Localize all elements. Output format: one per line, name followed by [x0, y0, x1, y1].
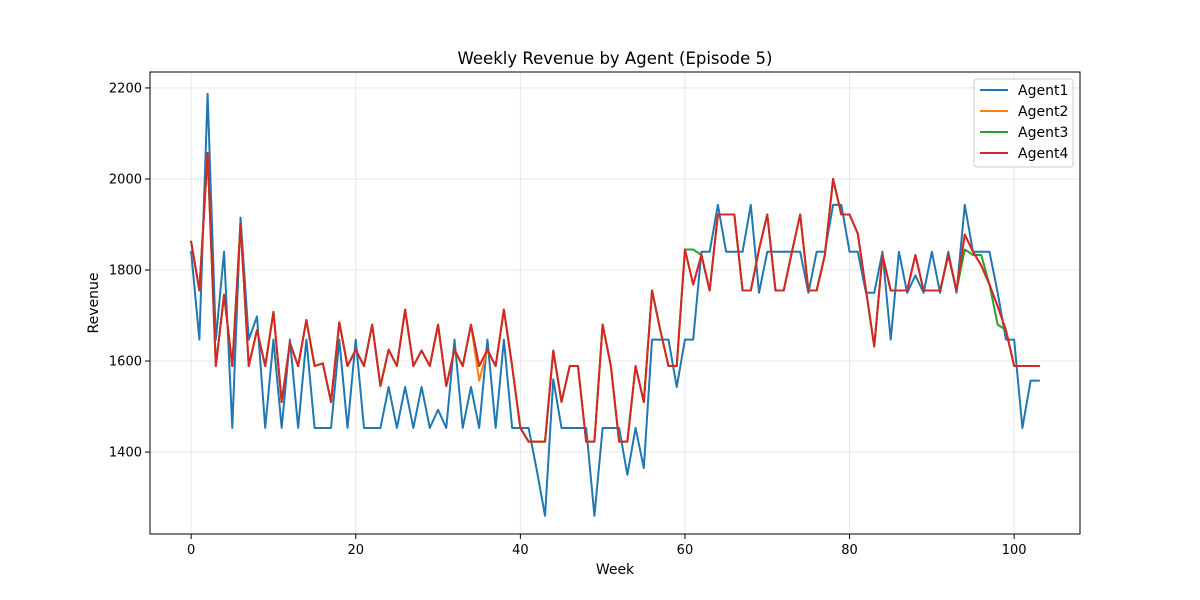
legend-label-agent3: Agent3	[1018, 125, 1068, 141]
legend-label-agent2: Agent2	[1018, 104, 1068, 120]
y-tick-label: 2200	[109, 81, 142, 96]
y-tick-label: 1600	[109, 355, 142, 370]
series-line-agent4	[189, 152, 1040, 443]
x-tick-label: 40	[512, 543, 529, 558]
plot-frame	[149, 71, 1081, 535]
x-tick-label: 100	[1002, 543, 1027, 558]
x-tick-label: 80	[841, 543, 858, 558]
series-lines	[189, 92, 1040, 517]
x-tick-label: 60	[677, 543, 694, 558]
y-tick-label: 2000	[109, 172, 142, 187]
axis-ticks: 0 20 40 60 80 100 1400 1600 1800 2000 2200	[109, 81, 1027, 558]
y-axis-label: Revenue	[86, 273, 102, 334]
x-tick-label: 20	[347, 543, 364, 558]
legend-frame	[973, 78, 1074, 168]
legend-label-agent4: Agent4	[1018, 146, 1068, 162]
y-tick-label: 1400	[109, 446, 142, 461]
x-tick-label: 0	[187, 543, 195, 558]
x-axis-label: Week	[596, 562, 635, 578]
legend-label-agent1: Agent1	[1018, 83, 1068, 99]
legend: Agent1 Agent2 Agent3 Agent4	[973, 78, 1074, 168]
chart-title: Weekly Revenue by Agent (Episode 5)	[458, 49, 773, 68]
y-tick-label: 1800	[109, 264, 142, 279]
series-line-agent1	[190, 92, 1040, 517]
